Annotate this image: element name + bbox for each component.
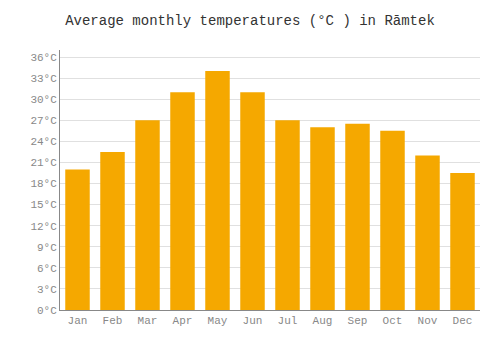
svg-text:18°C: 18°C bbox=[30, 178, 57, 190]
svg-text:30°C: 30°C bbox=[30, 94, 57, 106]
svg-text:3°C: 3°C bbox=[37, 284, 57, 296]
svg-text:Apr: Apr bbox=[173, 315, 193, 327]
svg-text:May: May bbox=[208, 315, 228, 327]
svg-text:27°C: 27°C bbox=[30, 115, 57, 127]
svg-text:21°C: 21°C bbox=[30, 157, 57, 169]
svg-text:0°C: 0°C bbox=[37, 305, 57, 317]
svg-text:33°C: 33°C bbox=[30, 73, 57, 85]
svg-text:24°C: 24°C bbox=[30, 136, 57, 148]
svg-text:9°C: 9°C bbox=[37, 242, 57, 254]
svg-text:Jul: Jul bbox=[278, 315, 298, 327]
svg-text:Oct: Oct bbox=[383, 315, 403, 327]
svg-text:36°C: 36°C bbox=[30, 52, 57, 64]
svg-text:Feb: Feb bbox=[103, 315, 123, 327]
svg-text:Average monthly temperatures (: Average monthly temperatures (°C ) in Rā… bbox=[65, 13, 435, 29]
svg-text:Mar: Mar bbox=[138, 315, 158, 327]
svg-text:12°C: 12°C bbox=[30, 221, 57, 233]
svg-text:Nov: Nov bbox=[418, 315, 438, 327]
svg-text:Jun: Jun bbox=[243, 315, 263, 327]
svg-text:15°C: 15°C bbox=[30, 199, 57, 211]
svg-text:6°C: 6°C bbox=[37, 263, 57, 275]
svg-text:Dec: Dec bbox=[453, 315, 473, 327]
svg-text:Jan: Jan bbox=[68, 315, 88, 327]
svg-text:Aug: Aug bbox=[313, 315, 333, 327]
svg-text:Sep: Sep bbox=[348, 315, 368, 327]
